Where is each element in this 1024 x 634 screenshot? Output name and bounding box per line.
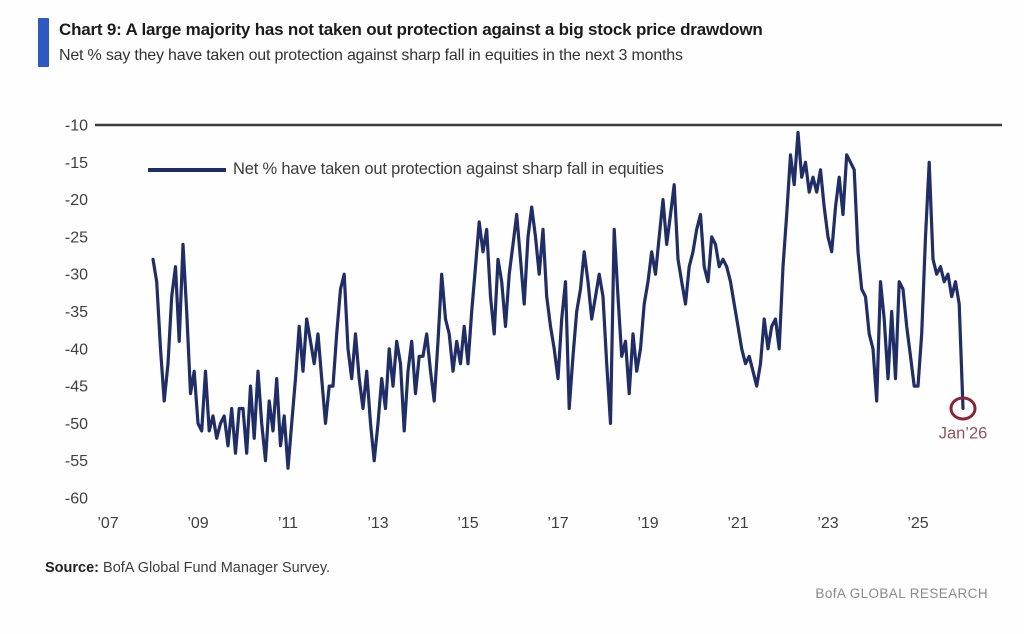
x-tick-label: ’19 xyxy=(637,515,658,532)
x-tick-label: ’09 xyxy=(187,515,208,532)
legend-label: Net % have taken out protection against … xyxy=(233,160,664,178)
y-tick-label: -25 xyxy=(65,229,88,246)
header-text-block: Chart 9: A large majority has not taken … xyxy=(59,18,763,67)
y-tick-label: -60 xyxy=(65,491,88,508)
y-tick-label: -15 xyxy=(65,155,88,172)
x-axis-tick-labels: ’07 ’09 ’11 ’13 ’15 ’17 ’19 ’21 ’23 ’25 xyxy=(97,515,928,532)
x-tick-label: ’21 xyxy=(727,515,748,532)
y-tick-label: -20 xyxy=(65,192,88,209)
x-tick-label: ’17 xyxy=(547,515,568,532)
y-axis-tick-labels: -10 -15 -20 -25 -30 -35 -40 -45 -50 -55 -60 xyxy=(65,118,88,508)
brand-mark: BofA GLOBAL RESEARCH xyxy=(815,586,988,601)
x-tick-label: ’25 xyxy=(907,515,928,532)
x-tick-label: ’23 xyxy=(817,515,838,532)
x-tick-label: ’07 xyxy=(97,515,118,532)
annotation-circle xyxy=(949,396,977,421)
chart-subtitle: Net % say they have taken out protection… xyxy=(59,46,683,64)
x-tick-label: ’11 xyxy=(278,515,298,532)
x-tick-label: ’15 xyxy=(457,515,478,532)
source-label: Source: xyxy=(45,560,99,576)
y-tick-label: -10 xyxy=(65,118,88,135)
y-tick-label: -45 xyxy=(65,379,88,396)
chart-header: Chart 9: A large majority has not taken … xyxy=(38,18,763,68)
y-tick-label: -35 xyxy=(65,304,88,321)
y-tick-label: -55 xyxy=(65,453,88,470)
y-tick-label: -50 xyxy=(65,416,88,433)
y-tick-label: -40 xyxy=(65,341,88,358)
legend-line-marker xyxy=(148,167,226,172)
source-line: Source: BofA Global Fund Manager Survey. xyxy=(45,560,330,576)
x-tick-label: ’13 xyxy=(367,515,388,532)
y-tick-label: -30 xyxy=(65,267,88,284)
source-text: BofA Global Fund Manager Survey. xyxy=(99,560,331,576)
series-line xyxy=(151,130,965,470)
chart-title: Chart 9: A large majority has not taken … xyxy=(59,20,763,39)
annotation-label: Jan’26 xyxy=(939,424,988,442)
title-accent-bar xyxy=(38,18,49,68)
chart-legend: Net % have taken out protection against … xyxy=(148,160,664,179)
